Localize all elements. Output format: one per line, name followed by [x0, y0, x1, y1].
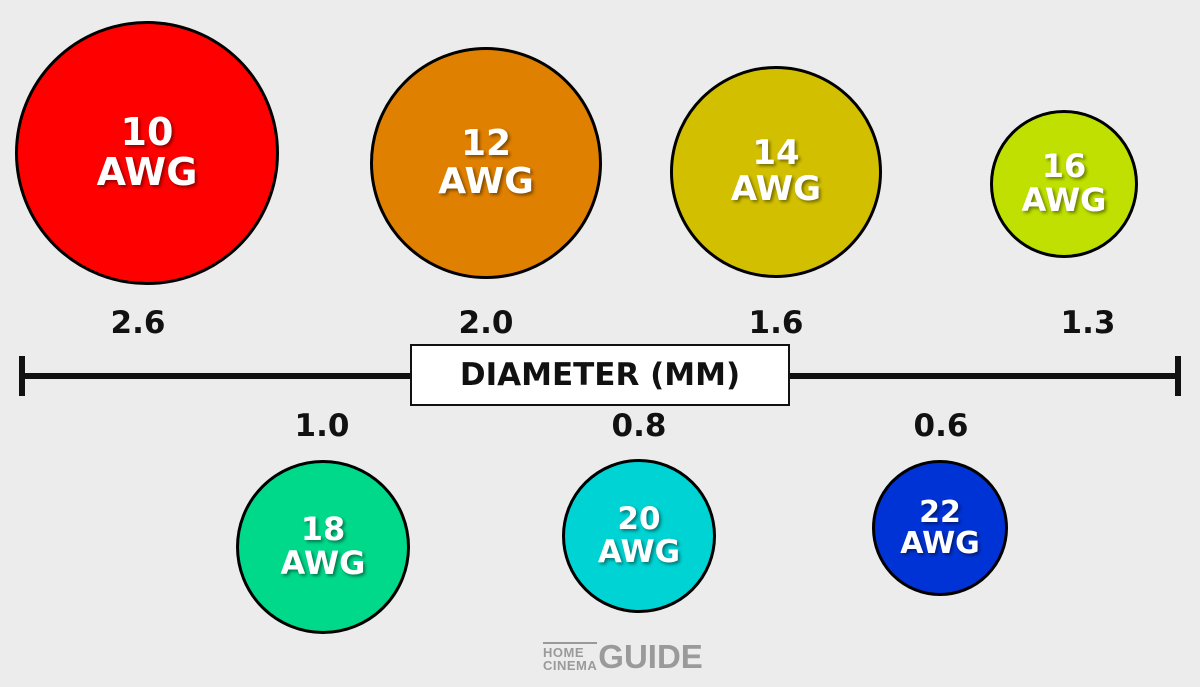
- logo-line-guide: GUIDE: [598, 638, 703, 675]
- axis-left-cap: [19, 356, 25, 396]
- wire-circle-16-awg: 16 AWG: [990, 110, 1138, 258]
- gauge-number: 18: [300, 510, 346, 549]
- diameter-value-16-awg: 1.3: [1060, 305, 1116, 341]
- diameter-value-22-awg: 0.6: [913, 408, 969, 444]
- axis-label: DIAMETER (MM): [410, 344, 790, 406]
- diameter-value-10-awg: 2.6: [110, 305, 166, 341]
- gauge-unit: AWG: [280, 544, 366, 582]
- gauge-number: 12: [460, 123, 512, 165]
- gauge-number: 22: [919, 494, 961, 530]
- wire-circle-20-awg: 20 AWG: [562, 459, 716, 613]
- wire-circle-22-awg: 22 AWG: [872, 460, 1008, 596]
- logo-line-home: HOME: [543, 645, 584, 660]
- gauge-number: 10: [120, 110, 174, 155]
- gauge-number: 20: [617, 501, 661, 538]
- gauge-unit: AWG: [1021, 181, 1107, 219]
- gauge-unit: AWG: [438, 161, 534, 202]
- diameter-value-12-awg: 2.0: [458, 305, 514, 341]
- gauge-unit: AWG: [597, 534, 681, 570]
- diameter-value-18-awg: 1.0: [294, 408, 350, 444]
- logo-line-cinema: CINEMA: [543, 658, 598, 673]
- gauge-number: 16: [1041, 147, 1087, 186]
- wire-circle-10-awg: 10 AWG: [15, 21, 279, 285]
- wire-circle-12-awg: 12 AWG: [370, 47, 602, 279]
- gauge-unit: AWG: [900, 526, 980, 561]
- gauge-unit: AWG: [96, 150, 198, 194]
- axis-right-cap: [1175, 356, 1181, 396]
- wire-circle-18-awg: 18 AWG: [236, 460, 410, 634]
- home-cinema-guide-logo: HOME CINEMA GUIDE: [543, 636, 703, 675]
- wire-circle-14-awg: 14 AWG: [670, 66, 882, 278]
- diameter-value-20-awg: 0.8: [611, 408, 667, 444]
- gauge-number: 14: [752, 133, 800, 174]
- diameter-value-14-awg: 1.6: [748, 305, 804, 341]
- gauge-unit: AWG: [730, 169, 822, 209]
